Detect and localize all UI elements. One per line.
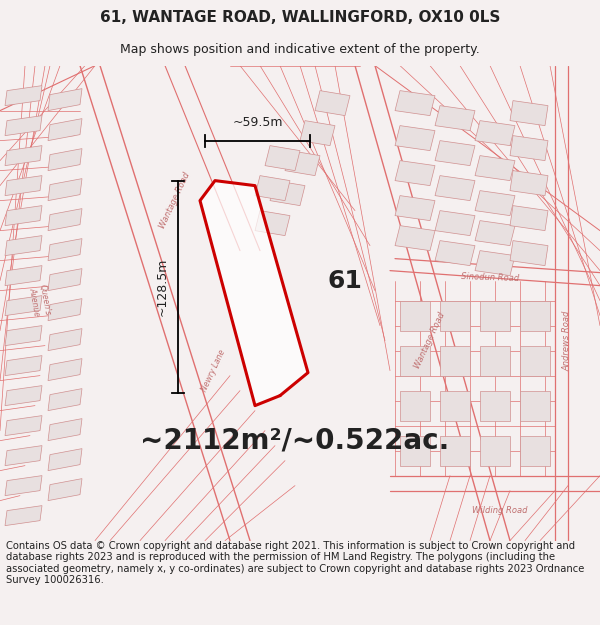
Polygon shape (510, 101, 548, 126)
Polygon shape (480, 391, 510, 421)
Polygon shape (48, 209, 82, 231)
Text: ~2112m²/~0.522ac.: ~2112m²/~0.522ac. (140, 427, 449, 454)
Polygon shape (440, 391, 470, 421)
Polygon shape (435, 241, 475, 266)
Polygon shape (440, 346, 470, 376)
Polygon shape (5, 416, 42, 436)
Polygon shape (5, 386, 42, 406)
Polygon shape (48, 89, 82, 111)
Polygon shape (520, 346, 550, 376)
Polygon shape (5, 116, 42, 136)
Polygon shape (5, 506, 42, 526)
Polygon shape (480, 346, 510, 376)
Polygon shape (475, 221, 515, 246)
Text: Wantage Road: Wantage Road (413, 311, 447, 370)
Polygon shape (5, 356, 42, 376)
Polygon shape (480, 301, 510, 331)
Text: ~59.5m: ~59.5m (232, 116, 283, 129)
Polygon shape (5, 206, 42, 226)
Polygon shape (395, 226, 435, 251)
Polygon shape (255, 211, 290, 236)
Polygon shape (475, 156, 515, 181)
Polygon shape (255, 176, 290, 201)
Polygon shape (475, 251, 515, 276)
Polygon shape (48, 299, 82, 321)
Text: Wantage Road: Wantage Road (158, 171, 192, 230)
Polygon shape (48, 179, 82, 201)
Text: Sinodun Road: Sinodun Road (461, 272, 519, 283)
Polygon shape (510, 171, 548, 196)
Polygon shape (5, 446, 42, 466)
Polygon shape (5, 86, 42, 106)
Polygon shape (48, 239, 82, 261)
Polygon shape (395, 91, 435, 116)
Polygon shape (480, 436, 510, 466)
Polygon shape (400, 391, 430, 421)
Polygon shape (435, 141, 475, 166)
Text: 61: 61 (328, 269, 362, 292)
Polygon shape (5, 146, 42, 166)
Polygon shape (285, 151, 320, 176)
Polygon shape (5, 266, 42, 286)
Text: Queen's
Avenue: Queen's Avenue (28, 284, 52, 318)
Polygon shape (400, 346, 430, 376)
Polygon shape (270, 181, 305, 206)
Polygon shape (435, 106, 475, 131)
Polygon shape (48, 479, 82, 501)
Text: ~128.5m: ~128.5m (155, 258, 169, 316)
Polygon shape (265, 146, 300, 171)
Polygon shape (475, 191, 515, 216)
Polygon shape (48, 449, 82, 471)
Polygon shape (395, 161, 435, 186)
Polygon shape (440, 301, 470, 331)
Polygon shape (48, 119, 82, 141)
Polygon shape (48, 149, 82, 171)
Polygon shape (395, 126, 435, 151)
Polygon shape (435, 176, 475, 201)
Polygon shape (520, 391, 550, 421)
Text: Wilding Road: Wilding Road (472, 506, 528, 515)
Polygon shape (48, 359, 82, 381)
Polygon shape (400, 436, 430, 466)
Text: Contains OS data © Crown copyright and database right 2021. This information is : Contains OS data © Crown copyright and d… (6, 541, 584, 586)
Polygon shape (510, 136, 548, 161)
Polygon shape (48, 389, 82, 411)
Polygon shape (5, 326, 42, 346)
Polygon shape (395, 196, 435, 221)
Polygon shape (510, 206, 548, 231)
Polygon shape (315, 91, 350, 116)
Polygon shape (200, 181, 308, 406)
Polygon shape (48, 269, 82, 291)
Polygon shape (435, 211, 475, 236)
Polygon shape (475, 121, 515, 146)
Text: 61, WANTAGE ROAD, WALLINGFORD, OX10 0LS: 61, WANTAGE ROAD, WALLINGFORD, OX10 0LS (100, 10, 500, 25)
Polygon shape (5, 296, 42, 316)
Text: Newry Lane: Newry Lane (199, 348, 227, 393)
Polygon shape (300, 121, 335, 146)
Polygon shape (520, 301, 550, 331)
Text: Andrews Road: Andrews Road (563, 311, 571, 371)
Polygon shape (48, 329, 82, 351)
Polygon shape (48, 419, 82, 441)
Polygon shape (400, 301, 430, 331)
Text: Map shows position and indicative extent of the property.: Map shows position and indicative extent… (120, 42, 480, 56)
Polygon shape (5, 176, 42, 196)
Polygon shape (440, 436, 470, 466)
Polygon shape (510, 241, 548, 266)
Polygon shape (5, 476, 42, 496)
Polygon shape (520, 436, 550, 466)
Polygon shape (5, 236, 42, 256)
